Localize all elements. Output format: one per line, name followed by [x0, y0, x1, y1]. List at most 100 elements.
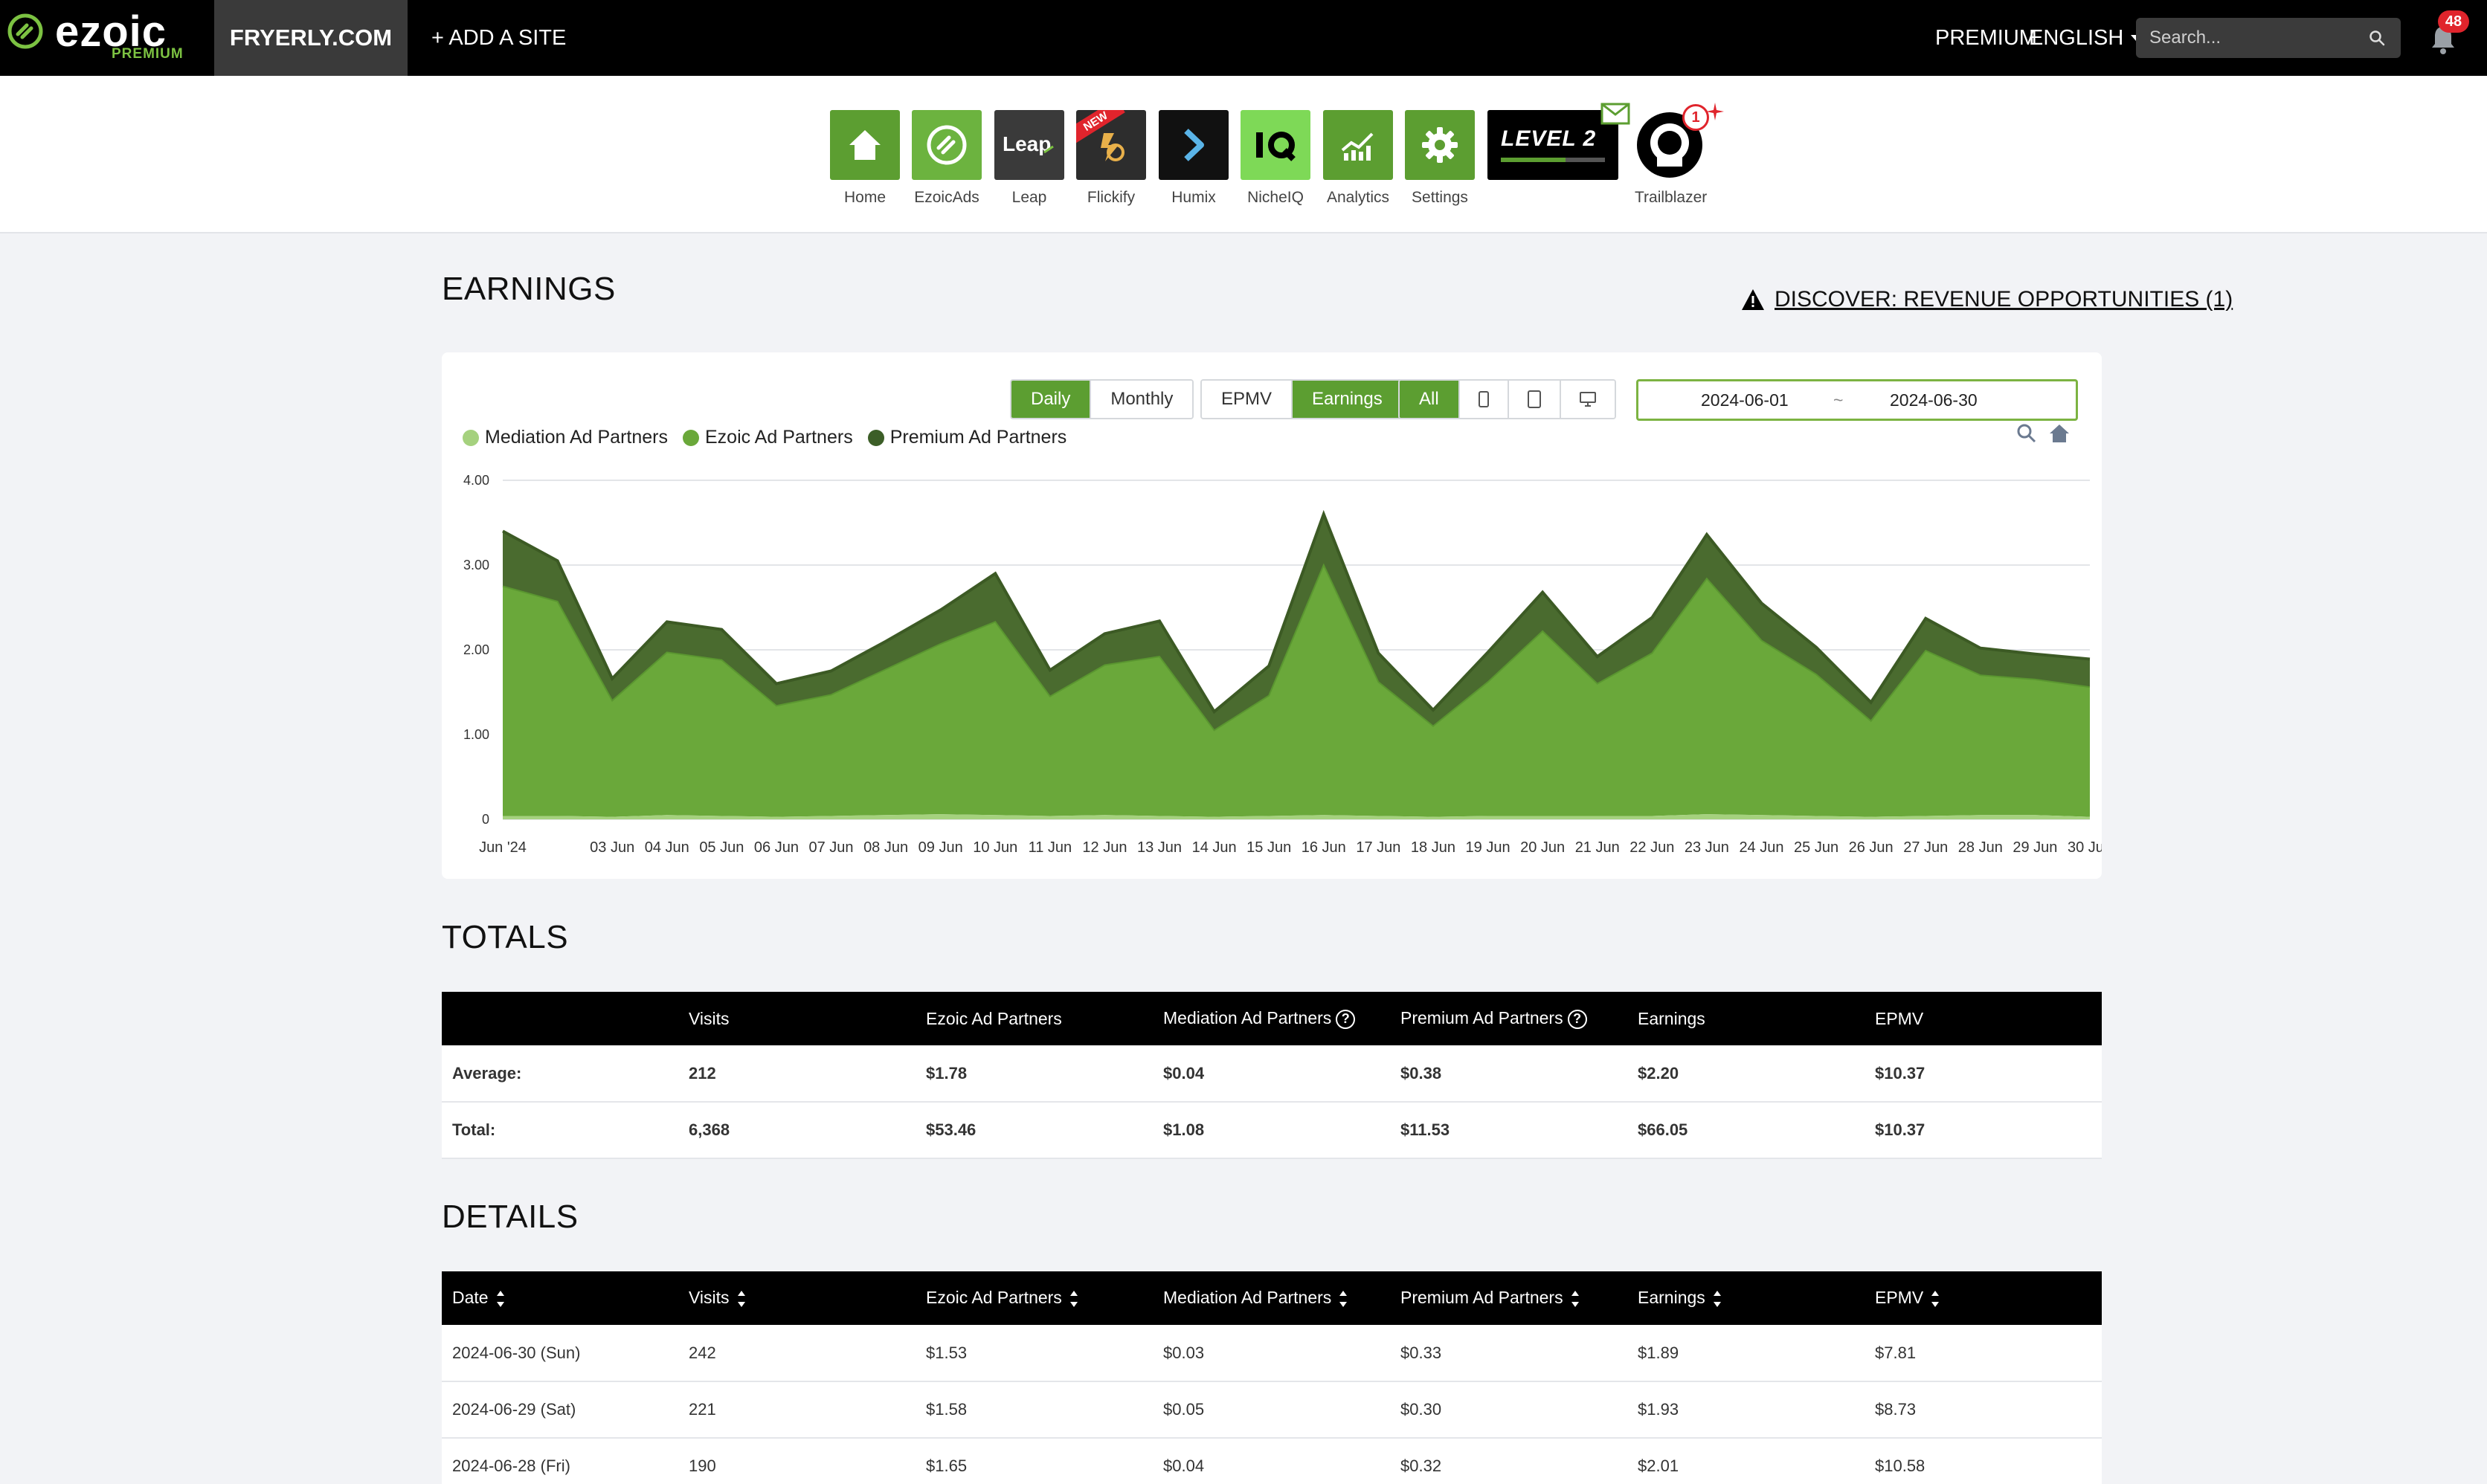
totals-header-row: Visits Ezoic Ad Partners Mediation Ad Pa… — [442, 992, 2102, 1045]
legend-label: Premium Ad Partners — [889, 427, 1067, 448]
analytics-icon — [1341, 132, 1374, 161]
sortable-header-earnings[interactable]: Earnings — [1627, 1271, 1865, 1325]
sort-icon — [1931, 1290, 1940, 1307]
x-tick-label: 17 Jun — [1356, 839, 1400, 856]
table-cell: $0.32 — [1390, 1438, 1627, 1484]
table-cell: 221 — [678, 1381, 916, 1439]
help-icon[interactable]: ? — [1567, 1009, 1587, 1029]
app-tile-humix[interactable]: Humix — [1159, 110, 1229, 207]
premium-link[interactable]: PREMIUM — [1935, 25, 2037, 50]
zoom-icon[interactable] — [2015, 422, 2038, 445]
earnings-button[interactable]: Earnings — [1293, 381, 1402, 418]
x-tick-label: 07 Jun — [808, 839, 853, 856]
x-tick-label: 10 Jun — [973, 839, 1017, 856]
period-toggle: Daily Monthly — [1010, 379, 1194, 419]
table-row: 2024-06-30 (Sun) 242 $1.53 $0.03 $0.33 $… — [442, 1325, 2102, 1382]
table-cell: 242 — [678, 1325, 916, 1382]
table-cell: $2.20 — [1627, 1045, 1865, 1103]
sortable-header-ezoic[interactable]: Ezoic Ad Partners — [916, 1271, 1153, 1325]
totals-title: TOTALS — [442, 919, 569, 955]
table-cell: $7.81 — [1865, 1325, 2102, 1382]
app-tile-ezoicads[interactable]: EzoicAds — [912, 110, 982, 207]
x-tick-label: 30 Jun — [2068, 839, 2102, 856]
app-tile-home[interactable]: Home — [830, 110, 900, 207]
ezoic-logo[interactable]: ezoic PREMIUM — [6, 7, 192, 64]
sortable-header-premium[interactable]: Premium Ad Partners — [1390, 1271, 1627, 1325]
app-tile-label: Home — [843, 189, 887, 206]
epmv-button[interactable]: EPMV — [1202, 381, 1293, 418]
level-progress-track — [1501, 158, 1605, 162]
date-range-picker[interactable]: 2024-06-01 ~ 2024-06-30 — [1636, 379, 2078, 421]
monthly-button[interactable]: Monthly — [1091, 381, 1193, 418]
chart-reset-home-icon[interactable] — [2048, 422, 2071, 445]
discover-revenue-link[interactable]: DISCOVER: REVENUE OPPORTUNITIES (1) — [1740, 281, 2233, 318]
desktop-device-button[interactable] — [1560, 381, 1615, 418]
app-tile-analytics[interactable]: Analytics — [1323, 110, 1393, 207]
app-tile-label: Humix — [1171, 189, 1216, 206]
sort-icon — [1713, 1290, 1721, 1307]
legend-dot — [867, 429, 884, 446]
header-cell-premium: Premium Ad Partners? — [1390, 992, 1627, 1045]
add-site-link[interactable]: + ADD A SITE — [431, 25, 567, 50]
tablet-device-button[interactable] — [1508, 381, 1561, 418]
totals-table: Visits Ezoic Ad Partners Mediation Ad Pa… — [442, 992, 2102, 1159]
x-tick-label: 28 Jun — [1958, 839, 2003, 856]
sortable-header-epmv[interactable]: EPMV — [1865, 1271, 2102, 1325]
language-dropdown[interactable]: ENGLISH — [2029, 0, 2142, 76]
mobile-device-button[interactable] — [1459, 381, 1509, 418]
sort-icon — [1069, 1290, 1078, 1307]
sortable-header-date[interactable]: Date — [442, 1271, 678, 1325]
nicheiq-icon — [1256, 132, 1296, 161]
legend-item-ezoic[interactable]: Ezoic Ad Partners — [682, 427, 853, 448]
table-cell: 2024-06-30 (Sun) — [442, 1325, 678, 1382]
app-tile-settings[interactable]: Settings — [1405, 110, 1475, 207]
legend-item-premium[interactable]: Premium Ad Partners — [867, 427, 1067, 448]
app-tile-box — [1323, 110, 1393, 180]
x-tick-label: 09 Jun — [918, 839, 963, 856]
device-toggle: All — [1398, 379, 1616, 419]
daily-button[interactable]: Daily — [1011, 381, 1092, 418]
x-tick-label: 29 Jun — [2013, 839, 2057, 856]
x-tick-label: Jun '24 — [479, 839, 527, 856]
table-cell: 212 — [678, 1045, 916, 1103]
table-row: 2024-06-29 (Sat) 221 $1.58 $0.05 $0.30 $… — [442, 1381, 2102, 1439]
app-tile-box — [912, 110, 982, 180]
table-cell: $0.03 — [1153, 1325, 1390, 1382]
details-title: DETAILS — [442, 1199, 579, 1235]
search-icon[interactable] — [2368, 29, 2386, 47]
area-series-premium-ad-partners — [503, 514, 2090, 731]
ezoicads-icon — [927, 125, 967, 165]
app-tile-label: NicheIQ — [1247, 189, 1304, 206]
table-cell: $8.73 — [1865, 1381, 2102, 1439]
table-cell: Total: — [442, 1102, 678, 1159]
app-tile-leap[interactable]: Leap Leap — [994, 110, 1064, 207]
x-tick-label: 06 Jun — [754, 839, 799, 856]
sort-icon — [737, 1290, 745, 1307]
language-label: ENGLISH — [2029, 25, 2124, 50]
device-all-button[interactable]: All — [1400, 381, 1460, 418]
details-header-row: Date Visits Ezoic Ad Partners Mediation … — [442, 1271, 2102, 1325]
legend-item-mediation[interactable]: Mediation Ad Partners — [463, 427, 668, 448]
app-tile-nicheiq[interactable]: NicheIQ — [1241, 110, 1310, 207]
header-cell: EPMV — [1865, 992, 2102, 1045]
legend-label: Ezoic Ad Partners — [704, 427, 853, 448]
sortable-header-visits[interactable]: Visits — [678, 1271, 916, 1325]
logo-premium-label: PREMIUM — [112, 46, 184, 62]
earnings-chart-card: Daily Monthly EPMV Earnings All 2024-06-… — [442, 352, 2102, 879]
sort-icon — [1571, 1290, 1579, 1307]
site-selector[interactable]: FRYERLY.COM — [214, 0, 408, 76]
header-cell: Earnings — [1627, 992, 1865, 1045]
help-icon[interactable]: ? — [1336, 1009, 1356, 1029]
date-separator: ~ — [1833, 390, 1844, 410]
app-tile-flickify[interactable]: NEW Flickify — [1076, 110, 1146, 207]
app-tile-trailblazer[interactable]: 1 Trailblazer — [1635, 103, 1724, 207]
table-cell: $1.53 — [916, 1325, 1153, 1382]
sortable-header-mediation[interactable]: Mediation Ad Partners — [1153, 1271, 1390, 1325]
app-tile-box — [1241, 110, 1310, 180]
search-input[interactable] — [2149, 18, 2365, 58]
x-tick-label: 20 Jun — [1520, 839, 1565, 856]
x-tick-label: 18 Jun — [1411, 839, 1455, 856]
ezoic-logo-icon — [7, 13, 43, 49]
level-badge[interactable]: LEVEL 2 — [1487, 103, 1630, 180]
trailblazer-badge: 1 — [1682, 104, 1709, 131]
